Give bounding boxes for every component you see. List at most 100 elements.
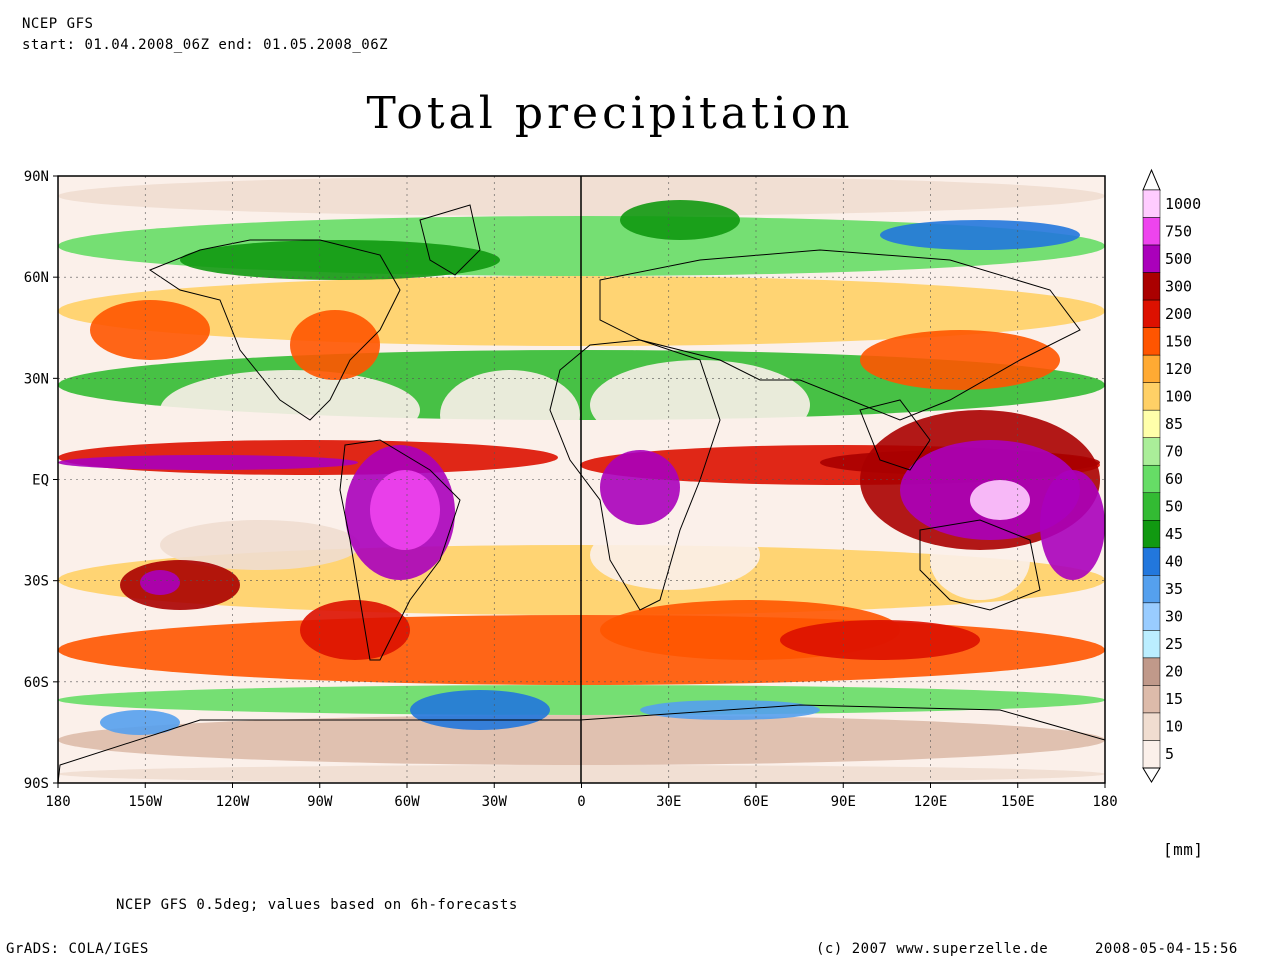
precip-region xyxy=(410,690,550,730)
lon-label: 120W xyxy=(216,794,250,810)
lat-label: 60S xyxy=(24,675,49,691)
colorbar-label: 750 xyxy=(1165,222,1192,240)
lon-label: 180 xyxy=(1092,794,1117,810)
precip-region xyxy=(160,370,420,450)
colorbar-label: 40 xyxy=(1165,553,1183,571)
colorbar-swatch xyxy=(1142,685,1161,714)
colorbar-swatch xyxy=(1142,354,1161,383)
precip-region xyxy=(590,360,810,450)
colorbar-swatch xyxy=(1142,217,1161,246)
colorbar-swatch xyxy=(1142,464,1161,494)
colorbar-swatch xyxy=(1142,272,1161,301)
precip-region xyxy=(90,300,210,360)
precip-region xyxy=(970,480,1030,520)
lat-label: 60N xyxy=(24,270,49,286)
colorbar-swatch xyxy=(1142,602,1161,631)
footer-note: NCEP GFS 0.5deg; values based on 6h-fore… xyxy=(116,897,518,913)
coastline xyxy=(599,249,1081,421)
precip-region xyxy=(160,520,360,570)
lat-label: EQ xyxy=(32,473,49,489)
precip-region xyxy=(440,370,580,460)
colorbar-swatch xyxy=(1142,712,1161,741)
colorbar-label: 30 xyxy=(1165,608,1183,626)
colorbar-label: 85 xyxy=(1165,415,1183,433)
lon-label: 60E xyxy=(743,794,768,810)
precip-region xyxy=(290,310,380,380)
coastline xyxy=(419,204,481,276)
precip-region xyxy=(1040,470,1105,580)
colorbar-swatch xyxy=(1142,657,1161,686)
coastline xyxy=(859,399,931,471)
lon-label: 30E xyxy=(656,794,681,810)
lon-label: 150W xyxy=(128,794,162,810)
colorbar-top-arrow xyxy=(1142,168,1161,191)
colorbar-label: 150 xyxy=(1165,332,1192,350)
lon-label: 90E xyxy=(831,794,856,810)
colorbar-swatch xyxy=(1142,740,1161,769)
colorbar-label: 200 xyxy=(1165,305,1192,323)
precip-region xyxy=(880,220,1080,250)
colorbar-bottom-arrow xyxy=(1142,767,1161,783)
precip-region xyxy=(300,600,410,660)
precip-region xyxy=(58,455,358,470)
footer-timestamp: 2008-05-04-15:56 xyxy=(1095,941,1238,957)
colorbar-label: 60 xyxy=(1165,470,1183,488)
footer-software: GrADS: COLA/IGES xyxy=(6,941,149,957)
precip-region xyxy=(100,710,180,735)
lon-label: 60W xyxy=(394,794,420,810)
colorbar-label: 100 xyxy=(1165,387,1192,405)
colorbar-swatch xyxy=(1142,630,1161,659)
colorbar-swatch xyxy=(1142,520,1161,549)
colorbar-swatch xyxy=(1142,437,1161,466)
lat-label: 90N xyxy=(24,169,49,185)
colorbar-label: 5 xyxy=(1165,745,1174,763)
unit-label: [mm] xyxy=(1163,840,1204,859)
precip-region xyxy=(120,560,240,610)
colorbar-swatch xyxy=(1142,492,1161,521)
colorbar-label: 10 xyxy=(1165,718,1183,736)
colorbar-label: 1000 xyxy=(1165,195,1201,213)
coastline xyxy=(148,239,401,421)
map-title: Total precipitation xyxy=(366,88,854,139)
header-model: NCEP GFS xyxy=(22,16,94,32)
header-period: start: 01.04.2008_06Z end: 01.05.2008_06… xyxy=(22,37,389,53)
lat-label: 30S xyxy=(24,574,49,590)
colorbar-swatch xyxy=(1142,547,1161,576)
coastline xyxy=(549,339,721,611)
colorbar-swatch xyxy=(1142,382,1161,411)
lon-label: 90W xyxy=(307,794,333,810)
lon-label: 30W xyxy=(482,794,508,810)
colorbar-legend: 1000 750 500 300 200 150 120 100 85 70 60 50 45 40 35 3… xyxy=(1142,168,1201,783)
colorbar-swatch xyxy=(1142,189,1161,218)
colorbar-label: 15 xyxy=(1165,690,1183,708)
coastline xyxy=(339,439,461,661)
precip-region xyxy=(180,240,500,280)
colorbar-label: 120 xyxy=(1165,360,1192,378)
precip-region xyxy=(620,200,740,240)
colorbar-label: 300 xyxy=(1165,277,1192,295)
precip-region xyxy=(780,620,980,660)
colorbar-label: 500 xyxy=(1165,250,1192,268)
colorbar-swatch xyxy=(1142,299,1161,328)
precip-region xyxy=(860,330,1060,390)
precip-region xyxy=(590,520,760,590)
coastlines xyxy=(58,204,1105,783)
latitude-labels: 90N 60N 30N EQ 30S 60S 90S xyxy=(24,169,58,792)
colorbar-label: 50 xyxy=(1165,498,1183,516)
longitude-labels: 180 150W 120W 90W 60W 30W 0 30E 60E 90E 120E 150E 18… xyxy=(45,783,1118,810)
lat-label: 90S xyxy=(24,776,49,792)
precip-region xyxy=(140,570,180,595)
colorbar-swatch xyxy=(1142,244,1161,273)
coastline xyxy=(919,519,1041,611)
coastline xyxy=(58,704,1105,783)
lat-label: 30N xyxy=(24,371,49,387)
colorbar-label: 20 xyxy=(1165,663,1183,681)
colorbar-swatch xyxy=(1142,409,1161,438)
colorbar-swatch xyxy=(1142,327,1161,356)
colorbar-label: 45 xyxy=(1165,525,1183,543)
precip-region xyxy=(370,470,440,550)
lon-label: 180 xyxy=(45,794,70,810)
footer-copyright: (c) 2007 www.superzelle.de xyxy=(816,941,1049,957)
colorbar-label: 25 xyxy=(1165,635,1183,653)
